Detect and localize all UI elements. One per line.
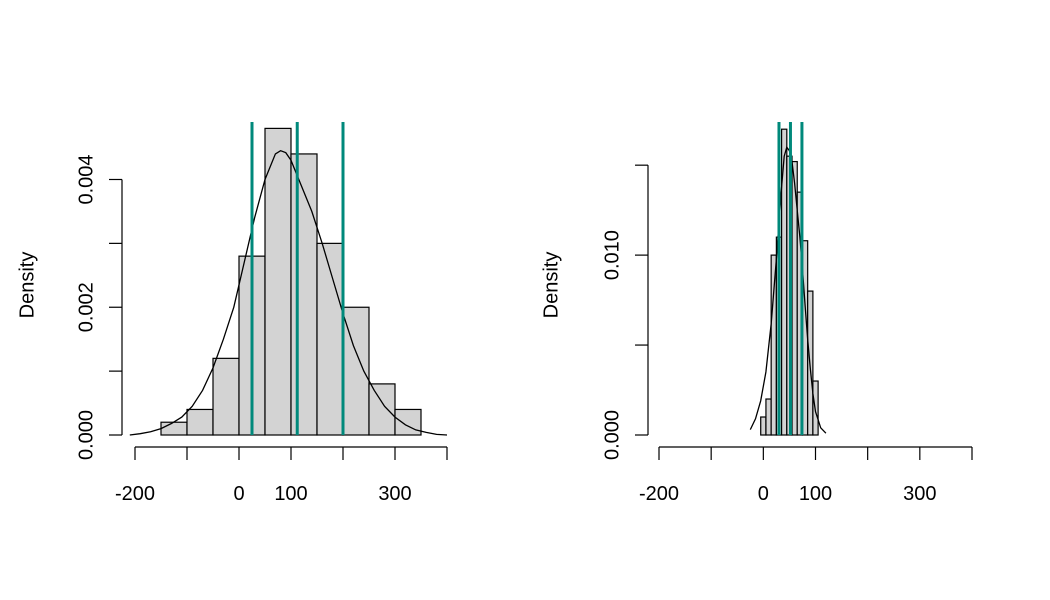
y-tick-label: 0.002 bbox=[75, 282, 97, 332]
histogram-panel-left: -200 0 100 300 0.000 0.002 0.004 Density bbox=[16, 122, 448, 505]
y-axis-label: Density bbox=[16, 252, 38, 319]
y-tick-label: 0.010 bbox=[601, 230, 623, 280]
x-tick-label: 100 bbox=[274, 483, 307, 505]
histogram-bar bbox=[760, 416, 767, 436]
histogram-bar bbox=[264, 127, 292, 436]
density-curve bbox=[129, 149, 448, 436]
y-tick-label: 0.000 bbox=[601, 410, 623, 460]
histogram-bar bbox=[394, 408, 422, 436]
x-tick-label: 300 bbox=[903, 483, 936, 505]
histogram-bar bbox=[212, 357, 240, 436]
x-tick-label: -200 bbox=[639, 483, 679, 505]
y-axis-label: Density bbox=[540, 252, 562, 319]
histogram-bar bbox=[186, 408, 214, 436]
x-tick-label: 0 bbox=[758, 483, 769, 505]
x-tick-label: -200 bbox=[115, 483, 155, 505]
histogram-bar bbox=[368, 383, 396, 436]
histogram-bar bbox=[160, 421, 188, 436]
x-tick-label: 0 bbox=[233, 483, 244, 505]
plot-area bbox=[749, 122, 827, 436]
histogram-bar bbox=[770, 254, 777, 436]
y-tick-label: 0.004 bbox=[75, 154, 97, 204]
y-tick-label: 0.000 bbox=[75, 410, 97, 460]
x-tick-label: 100 bbox=[799, 483, 832, 505]
histogram-panel-right: -200 0 100 300 0.000 0.010 Density bbox=[540, 122, 973, 505]
histogram-bar bbox=[290, 153, 318, 436]
plot-area bbox=[129, 122, 448, 436]
histogram-bar bbox=[316, 242, 344, 436]
histogram-bar bbox=[765, 398, 772, 436]
x-tick-label: 300 bbox=[378, 483, 411, 505]
